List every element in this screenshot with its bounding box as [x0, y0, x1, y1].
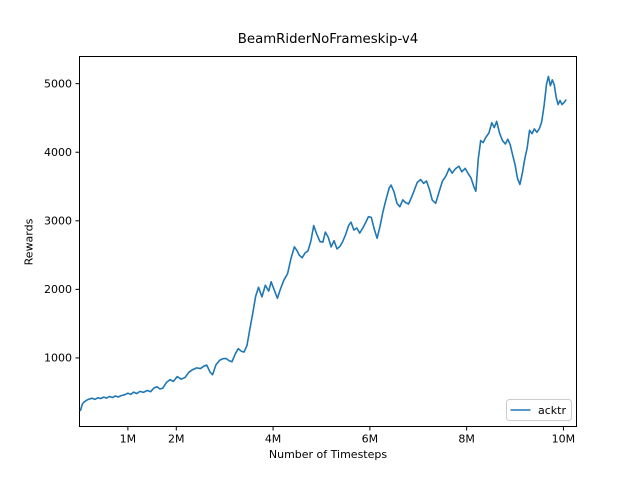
x-tick-label: 8M: [458, 432, 475, 445]
y-tick-label: 3000: [44, 215, 72, 228]
x-tick-label: 2M: [168, 432, 185, 445]
legend-box: [506, 399, 572, 421]
y-tick-label: 5000: [44, 77, 72, 90]
x-axis-ticks: 1M 2M 4M 6M 8M 10M: [120, 426, 576, 445]
x-axis-label: Number of Timesteps: [268, 448, 388, 461]
y-tick-label: 2000: [44, 283, 72, 296]
chart-title: BeamRiderNoFrameskip-v4: [237, 32, 419, 47]
series-line-acktr: [79, 75, 567, 412]
legend: acktr: [506, 399, 572, 421]
y-axis-ticks: 1000 2000 3000 4000 5000: [44, 77, 80, 365]
y-tick-label: 1000: [44, 352, 72, 365]
y-tick-label: 4000: [44, 146, 72, 159]
legend-label-acktr: acktr: [538, 404, 566, 417]
x-tick-label: 1M: [120, 432, 137, 445]
x-tick-label: 6M: [362, 432, 379, 445]
x-tick-label: 4M: [265, 432, 282, 445]
x-tick-label: 10M: [552, 432, 576, 445]
axes-spines: [79, 56, 577, 427]
